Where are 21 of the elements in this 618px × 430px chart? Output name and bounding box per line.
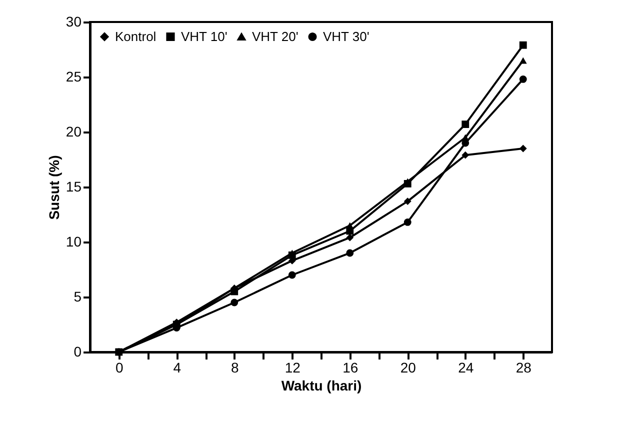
legend-label: VHT 20' [252,28,298,44]
legend-label: VHT 10' [181,28,228,44]
y-tick-label: 25 [66,68,82,84]
x-tick-label: 8 [230,360,239,376]
x-tick-label: 28 [516,360,532,376]
x-tick-label: 12 [284,360,301,376]
x-axis-title: Waktu (hari) [281,378,362,394]
y-tick-label: 0 [74,344,82,360]
legend-label: Kontrol [115,28,156,44]
y-tick-label: 20 [66,124,82,140]
y-tick-label: 15 [66,178,82,194]
y-tick-label: 30 [66,14,82,30]
x-tick-label: 24 [458,360,474,376]
x-tick-label: 16 [342,360,358,376]
y-tick-label: 5 [74,288,82,304]
y-tick-label: 10 [66,234,82,250]
x-tick-label: 0 [115,360,124,376]
y-axis-title: Susut (%) [46,155,62,220]
x-tick-label: 4 [173,360,182,376]
x-tick-label: 20 [400,360,416,376]
legend-label: VHT 30' [323,28,370,44]
